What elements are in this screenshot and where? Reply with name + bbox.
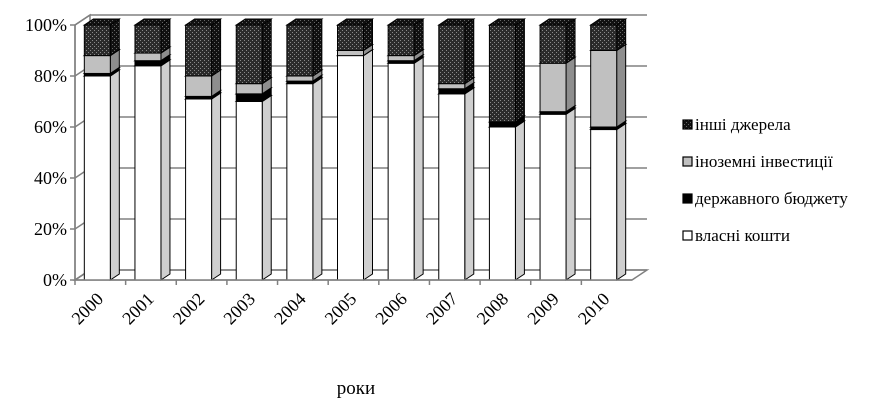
bar-2009	[538, 18, 577, 281]
x-tick-label: 2005	[321, 289, 361, 329]
x-axis-ticks: 2000 2001 2002 2003 2004 2005 2006 2007 2008 2009…	[68, 280, 614, 328]
bar-segment	[538, 107, 577, 281]
x-axis-title: роки	[337, 378, 375, 398]
bar-segment	[437, 18, 476, 85]
bar-segment	[589, 122, 628, 281]
y-axis-ticks: 0% 20% 40% 60% 80% 100%	[25, 15, 75, 290]
bar-segment	[133, 18, 172, 54]
y-tick-label: 80%	[34, 66, 67, 86]
bar-segment	[133, 58, 172, 281]
y-tick-label: 20%	[34, 219, 67, 239]
bar-segment	[437, 86, 476, 281]
bar-2002	[183, 18, 223, 281]
x-tick-label: 2000	[68, 289, 108, 329]
legend-swatch	[682, 193, 693, 204]
legend-item: державного бюджету	[682, 189, 848, 208]
bar-segment	[335, 18, 375, 52]
bars	[82, 18, 628, 281]
bar-segment	[234, 18, 273, 85]
legend-swatch	[682, 119, 693, 130]
bar-segment	[285, 76, 324, 281]
x-tick-label: 2010	[574, 289, 614, 329]
bar-2006	[386, 18, 425, 281]
x-tick-label: 2007	[422, 289, 462, 329]
bar-2007	[437, 18, 476, 281]
bar-segment	[82, 69, 121, 281]
bar-segment	[183, 92, 223, 281]
legend: інші джерела іноземні інвестиції державног…	[682, 115, 848, 245]
legend-swatch	[682, 230, 693, 241]
x-tick-label: 2002	[169, 289, 209, 329]
bar-segment	[285, 18, 324, 77]
bar-segment	[234, 94, 273, 281]
axes	[74, 25, 632, 281]
bar-segment	[183, 18, 223, 77]
bar-2010	[589, 18, 628, 281]
bar-2000	[82, 18, 121, 281]
bar-segment	[589, 43, 628, 128]
y-tick-label: 40%	[34, 168, 67, 188]
bar-2005	[335, 18, 375, 281]
bar-segment	[82, 18, 121, 57]
bar-2008	[487, 18, 527, 281]
gridline-diagonal	[74, 14, 91, 26]
x-tick-label: 2006	[371, 289, 411, 329]
legend-label: власні кошти	[695, 226, 790, 245]
x-tick-label: 2003	[219, 289, 259, 329]
legend-label: іноземні інвестиції	[695, 152, 833, 171]
legend-item: власні кошти	[682, 226, 790, 245]
bar-segment	[538, 56, 577, 113]
y-tick-label: 60%	[34, 117, 67, 137]
bar-segment	[589, 18, 628, 52]
y-tick-label: 0%	[43, 270, 67, 290]
bar-segment	[487, 18, 527, 123]
bar-2004	[285, 18, 324, 281]
bar-segment	[538, 18, 577, 65]
x-tick-label: 2004	[270, 289, 310, 329]
y-tick-label: 100%	[25, 15, 67, 35]
legend-item: інші джерела	[682, 115, 791, 134]
bar-segment	[386, 56, 425, 281]
x-tick-label: 2009	[523, 289, 563, 329]
legend-swatch	[682, 156, 693, 167]
x-tick-label: 2001	[118, 289, 158, 329]
bar-segment	[487, 120, 527, 281]
bar-2001	[133, 18, 172, 281]
bar-segment	[335, 48, 375, 281]
bar-2003	[234, 18, 273, 281]
legend-label: державного бюджету	[695, 189, 848, 208]
x-tick-label: 2008	[473, 289, 513, 329]
legend-label: інші джерела	[695, 115, 791, 134]
bar-segment	[386, 18, 425, 57]
legend-item: іноземні інвестиції	[682, 152, 833, 171]
